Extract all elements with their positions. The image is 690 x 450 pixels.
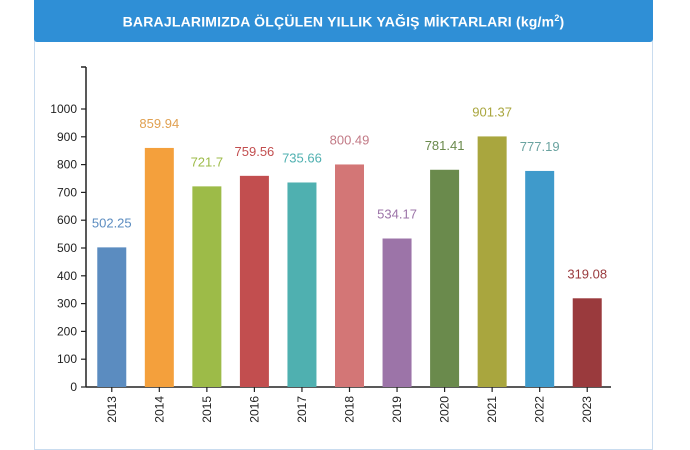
bar-2022: [525, 170, 555, 387]
x-tick-label-2020: 2020: [438, 396, 452, 423]
x-tick-label-2014: 2014: [152, 396, 166, 423]
data-label-2022: 777.19: [520, 139, 560, 154]
y-tick-label: 900: [57, 130, 77, 144]
bar-2023: [572, 298, 602, 387]
y-tick-label: 200: [57, 324, 77, 338]
bar-2019: [382, 238, 412, 387]
data-label-2021: 901.37: [472, 104, 512, 119]
y-tick-label: 0: [70, 380, 77, 394]
data-label-2019: 534.17: [377, 207, 417, 222]
data-label-2013: 502.25: [92, 215, 132, 230]
data-label-2017: 735.66: [282, 150, 322, 165]
data-label-2020: 781.41: [425, 138, 465, 153]
x-tick-label-2018: 2018: [343, 396, 357, 423]
chart-title: BARAJLARIMIZDA ÖLÇÜLEN YILLIK YAĞIŞ MİKT…: [122, 12, 565, 30]
y-tick-label: 700: [57, 185, 77, 199]
y-tick-label: 1000: [50, 102, 77, 116]
y-tick-label: 400: [57, 269, 77, 283]
y-tick-label: 800: [57, 158, 77, 172]
x-tick-label-2023: 2023: [580, 396, 594, 423]
bar-2016: [239, 175, 269, 387]
x-tick-label-2013: 2013: [105, 396, 119, 423]
bar-2017: [287, 182, 317, 387]
y-tick-label: 500: [57, 241, 77, 255]
bar-2014: [144, 147, 174, 387]
x-tick-label-2015: 2015: [200, 396, 214, 423]
bar-2020: [430, 169, 460, 387]
x-tick-label-2016: 2016: [247, 396, 261, 423]
bar-2015: [192, 186, 222, 387]
data-label-2023: 319.08: [567, 266, 607, 281]
x-tick-label-2017: 2017: [295, 396, 309, 423]
bar-2021: [477, 136, 507, 387]
bar-2018: [335, 164, 364, 387]
x-tick-label-2019: 2019: [390, 396, 404, 423]
y-tick-label: 100: [57, 352, 77, 366]
data-label-2018: 800.49: [330, 132, 370, 147]
y-tick-label: 300: [57, 297, 77, 311]
chart-header: BARAJLARIMIZDA ÖLÇÜLEN YILLIK YAĞIŞ MİKT…: [34, 0, 653, 42]
data-label-2014: 859.94: [139, 116, 179, 131]
x-tick-label-2022: 2022: [533, 396, 547, 423]
data-label-2015: 721.7: [191, 154, 224, 169]
x-tick-label-2021: 2021: [485, 396, 499, 423]
data-label-2016: 759.56: [235, 144, 275, 159]
bar-2013: [97, 247, 127, 387]
y-tick-label: 600: [57, 213, 77, 227]
